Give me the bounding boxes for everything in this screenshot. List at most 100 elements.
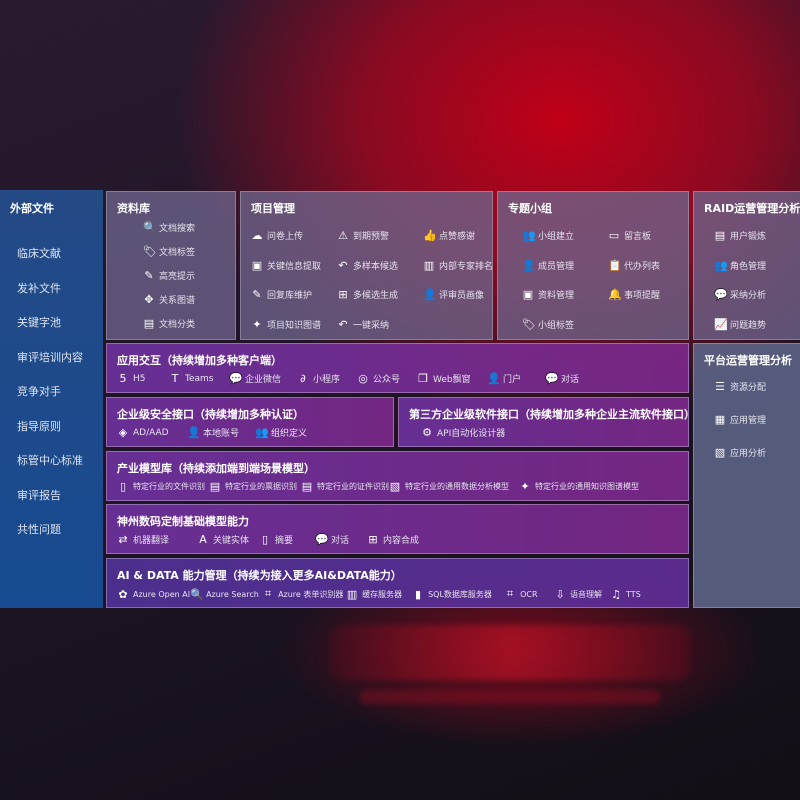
item-label: 成员管理 [538, 261, 575, 272]
sidebar-item[interactable]: 发补文件 [17, 281, 61, 295]
item-label: 应用管理 [730, 416, 767, 426]
group-item[interactable]: 🔔 事项提醒 [608, 288, 660, 301]
group-item[interactable]: 👥 小组建立 [522, 229, 574, 242]
item-label: 资源分配 [730, 383, 767, 393]
project-item[interactable]: 👤 评审员画像 [423, 288, 484, 301]
project-item[interactable]: ▣ 关键信息提取 [251, 259, 321, 272]
panel-title: 资料库 [117, 202, 150, 215]
interaction-item[interactable]: ∂ 小程序 [297, 372, 357, 385]
base-item[interactable]: 💬 对话 [315, 533, 367, 546]
project-item[interactable]: ▥ 内部专家排名 [423, 259, 493, 272]
aidata-item[interactable]: ⌗ OCR [504, 587, 554, 601]
aidata-item[interactable]: ✿ Azure Open AI [117, 587, 190, 601]
raid-item[interactable]: 💬 采纳分析 [714, 288, 766, 301]
portal-icon: 👤 [487, 372, 501, 385]
library-item[interactable]: 🏷 文档标签 [143, 245, 195, 258]
thirdparty-item[interactable]: ⚙ API自动化设计器 [421, 426, 541, 439]
raid-item[interactable]: 📈 问题趋势 [714, 318, 766, 331]
background-glow [360, 690, 660, 704]
security-item[interactable]: 👤 本地账号 [187, 426, 255, 439]
interaction-item[interactable]: 💬 企业微信 [229, 372, 297, 385]
group-item[interactable]: 👤 成员管理 [522, 259, 574, 272]
item-label: 回复库维护 [267, 291, 313, 301]
interaction-item[interactable]: ❐ Web飘窗 [417, 372, 487, 385]
interaction-item[interactable]: 5 H5 [117, 372, 169, 385]
item-label: OCR [520, 589, 538, 599]
item-label: 文档分类 [159, 320, 196, 330]
project-item[interactable]: 👍 点赞感谢 [423, 229, 475, 242]
library-item[interactable]: ▤ 文档分类 [143, 317, 195, 330]
sidebar-item[interactable]: 标管中心标准 [17, 454, 83, 467]
item-label: Azure 表单识别器 [278, 589, 344, 599]
aidata-item[interactable]: ♫ TTS [610, 587, 660, 601]
sidebar-item[interactable]: 共性问题 [17, 523, 61, 536]
external-files-panel: 外部文件 临床文献 发补文件 关键字池 审评培训内容 竞争对手 指导原则 标管中心标准 审评报… [0, 190, 103, 608]
aidata-item[interactable]: ⇩ 语音理解 [554, 587, 610, 601]
group-item[interactable]: ▣ 资料管理 [522, 288, 574, 301]
aidata-item[interactable]: 🔍 Azure Search [190, 587, 262, 601]
item-label: 机器翻译 [133, 536, 170, 546]
base-model-panel: 神州数码定制基础模型能力 ⇄ 机器翻译 A 关键实体 ▯ 摘要 💬 对话 ⊞ 内容合成 [106, 504, 689, 554]
reply-icon: ↶ [338, 317, 348, 331]
group-item[interactable]: 📋 代办列表 [608, 259, 660, 272]
item-label: 缓存服务器 [362, 589, 403, 599]
info-extract-icon: ▣ [251, 258, 263, 272]
sidebar-item[interactable]: 竞争对手 [17, 385, 61, 398]
library-item[interactable]: ✎ 高亮提示 [143, 269, 195, 282]
platform-item[interactable]: ▧ 应用分析 [714, 446, 766, 459]
panel-title: 企业级安全接口（持续增加多种认证） [117, 408, 304, 421]
raid-item[interactable]: ▤ 用户锻炼 [714, 229, 766, 242]
item-label: API自动化设计器 [437, 429, 506, 439]
base-item[interactable]: ⊞ 内容合成 [367, 533, 447, 546]
industry-item[interactable]: ▤ 特定行业的证件识别 [301, 480, 389, 493]
security-item[interactable]: ◈ AD/AAD [117, 426, 187, 439]
raid-item[interactable]: 👥 角色管理 [714, 259, 766, 272]
users-icon: 👥 [714, 258, 728, 272]
library-item[interactable]: 🔍 文档搜索 [143, 221, 195, 234]
data-analysis-icon: ▧ [389, 480, 401, 493]
sidebar-item[interactable]: 临床文献 [17, 247, 61, 260]
base-item[interactable]: ▯ 摘要 [259, 533, 315, 546]
wecom-icon: 💬 [229, 372, 243, 385]
aidata-item[interactable]: ⌗ Azure 表单识别器 [262, 587, 346, 601]
interaction-item[interactable]: T Teams [169, 372, 229, 385]
interaction-item[interactable]: ◎ 公众号 [357, 372, 417, 385]
interaction-item[interactable]: 👤 门户 [487, 372, 545, 385]
aidata-item[interactable]: ▥ 缓存服务器 [346, 587, 412, 601]
platform-item[interactable]: ▦ 应用管理 [714, 413, 766, 426]
group-item[interactable]: ▭ 留言板 [608, 229, 651, 242]
aad-icon: ◈ [118, 426, 128, 439]
group-item[interactable]: 🏷 小组标签 [522, 318, 574, 331]
item-label: 对话 [331, 536, 350, 546]
item-label: 公众号 [373, 375, 401, 385]
project-item[interactable]: ✦ 项目知识图谱 [251, 318, 321, 331]
platform-item[interactable]: ☰ 资源分配 [714, 380, 766, 393]
receipt-icon: ▤ [209, 480, 221, 493]
raid-analysis-panel: RAID运营管理分析 ▤ 用户锻炼 👥 角色管理 💬 采纳分析 📈 问题趋势 [693, 191, 800, 340]
project-item[interactable]: ↶ 多样本候选 [337, 259, 398, 272]
interaction-item[interactable]: 💬 对话 [545, 372, 595, 385]
project-item[interactable]: ⊞ 多候选生成 [337, 288, 398, 301]
sidebar-item[interactable]: 关键字池 [17, 316, 61, 329]
item-label: 评审员画像 [439, 291, 485, 301]
aidata-item[interactable]: ▮ SQL数据库服务器 [412, 587, 504, 601]
local-account-icon: 👤 [187, 426, 201, 439]
panel-title: 第三方企业级软件接口（持续增加多种企业主流软件接口） [409, 408, 695, 421]
industry-item[interactable]: ▤ 特定行业的票据识别 [209, 480, 301, 493]
library-item[interactable]: ✥ 关系图谱 [143, 293, 195, 306]
base-item[interactable]: ⇄ 机器翻译 [117, 533, 197, 546]
project-item[interactable]: ✎ 回复库维护 [251, 288, 312, 301]
security-item[interactable]: 👥 组织定义 [255, 426, 315, 439]
item-label: 一键采纳 [353, 320, 390, 331]
industry-item[interactable]: ▯ 特定行业的文件识别 [117, 480, 209, 493]
sidebar-item[interactable]: 审评培训内容 [17, 350, 83, 364]
item-label: 问卷上传 [267, 232, 304, 242]
project-item[interactable]: ⚠ 到期预警 [337, 229, 389, 242]
project-item[interactable]: ☁ 问卷上传 [251, 229, 304, 242]
industry-item[interactable]: ▧ 特定行业的通用数据分析模型 [389, 480, 519, 493]
industry-item[interactable]: ✦ 特定行业的通用知识图谱模型 [519, 480, 669, 493]
project-item[interactable]: ↶ 一键采纳 [337, 318, 389, 331]
sidebar-item[interactable]: 审评报告 [17, 488, 61, 502]
base-item[interactable]: A 关键实体 [197, 533, 259, 546]
sidebar-item[interactable]: 指导原则 [17, 419, 61, 433]
